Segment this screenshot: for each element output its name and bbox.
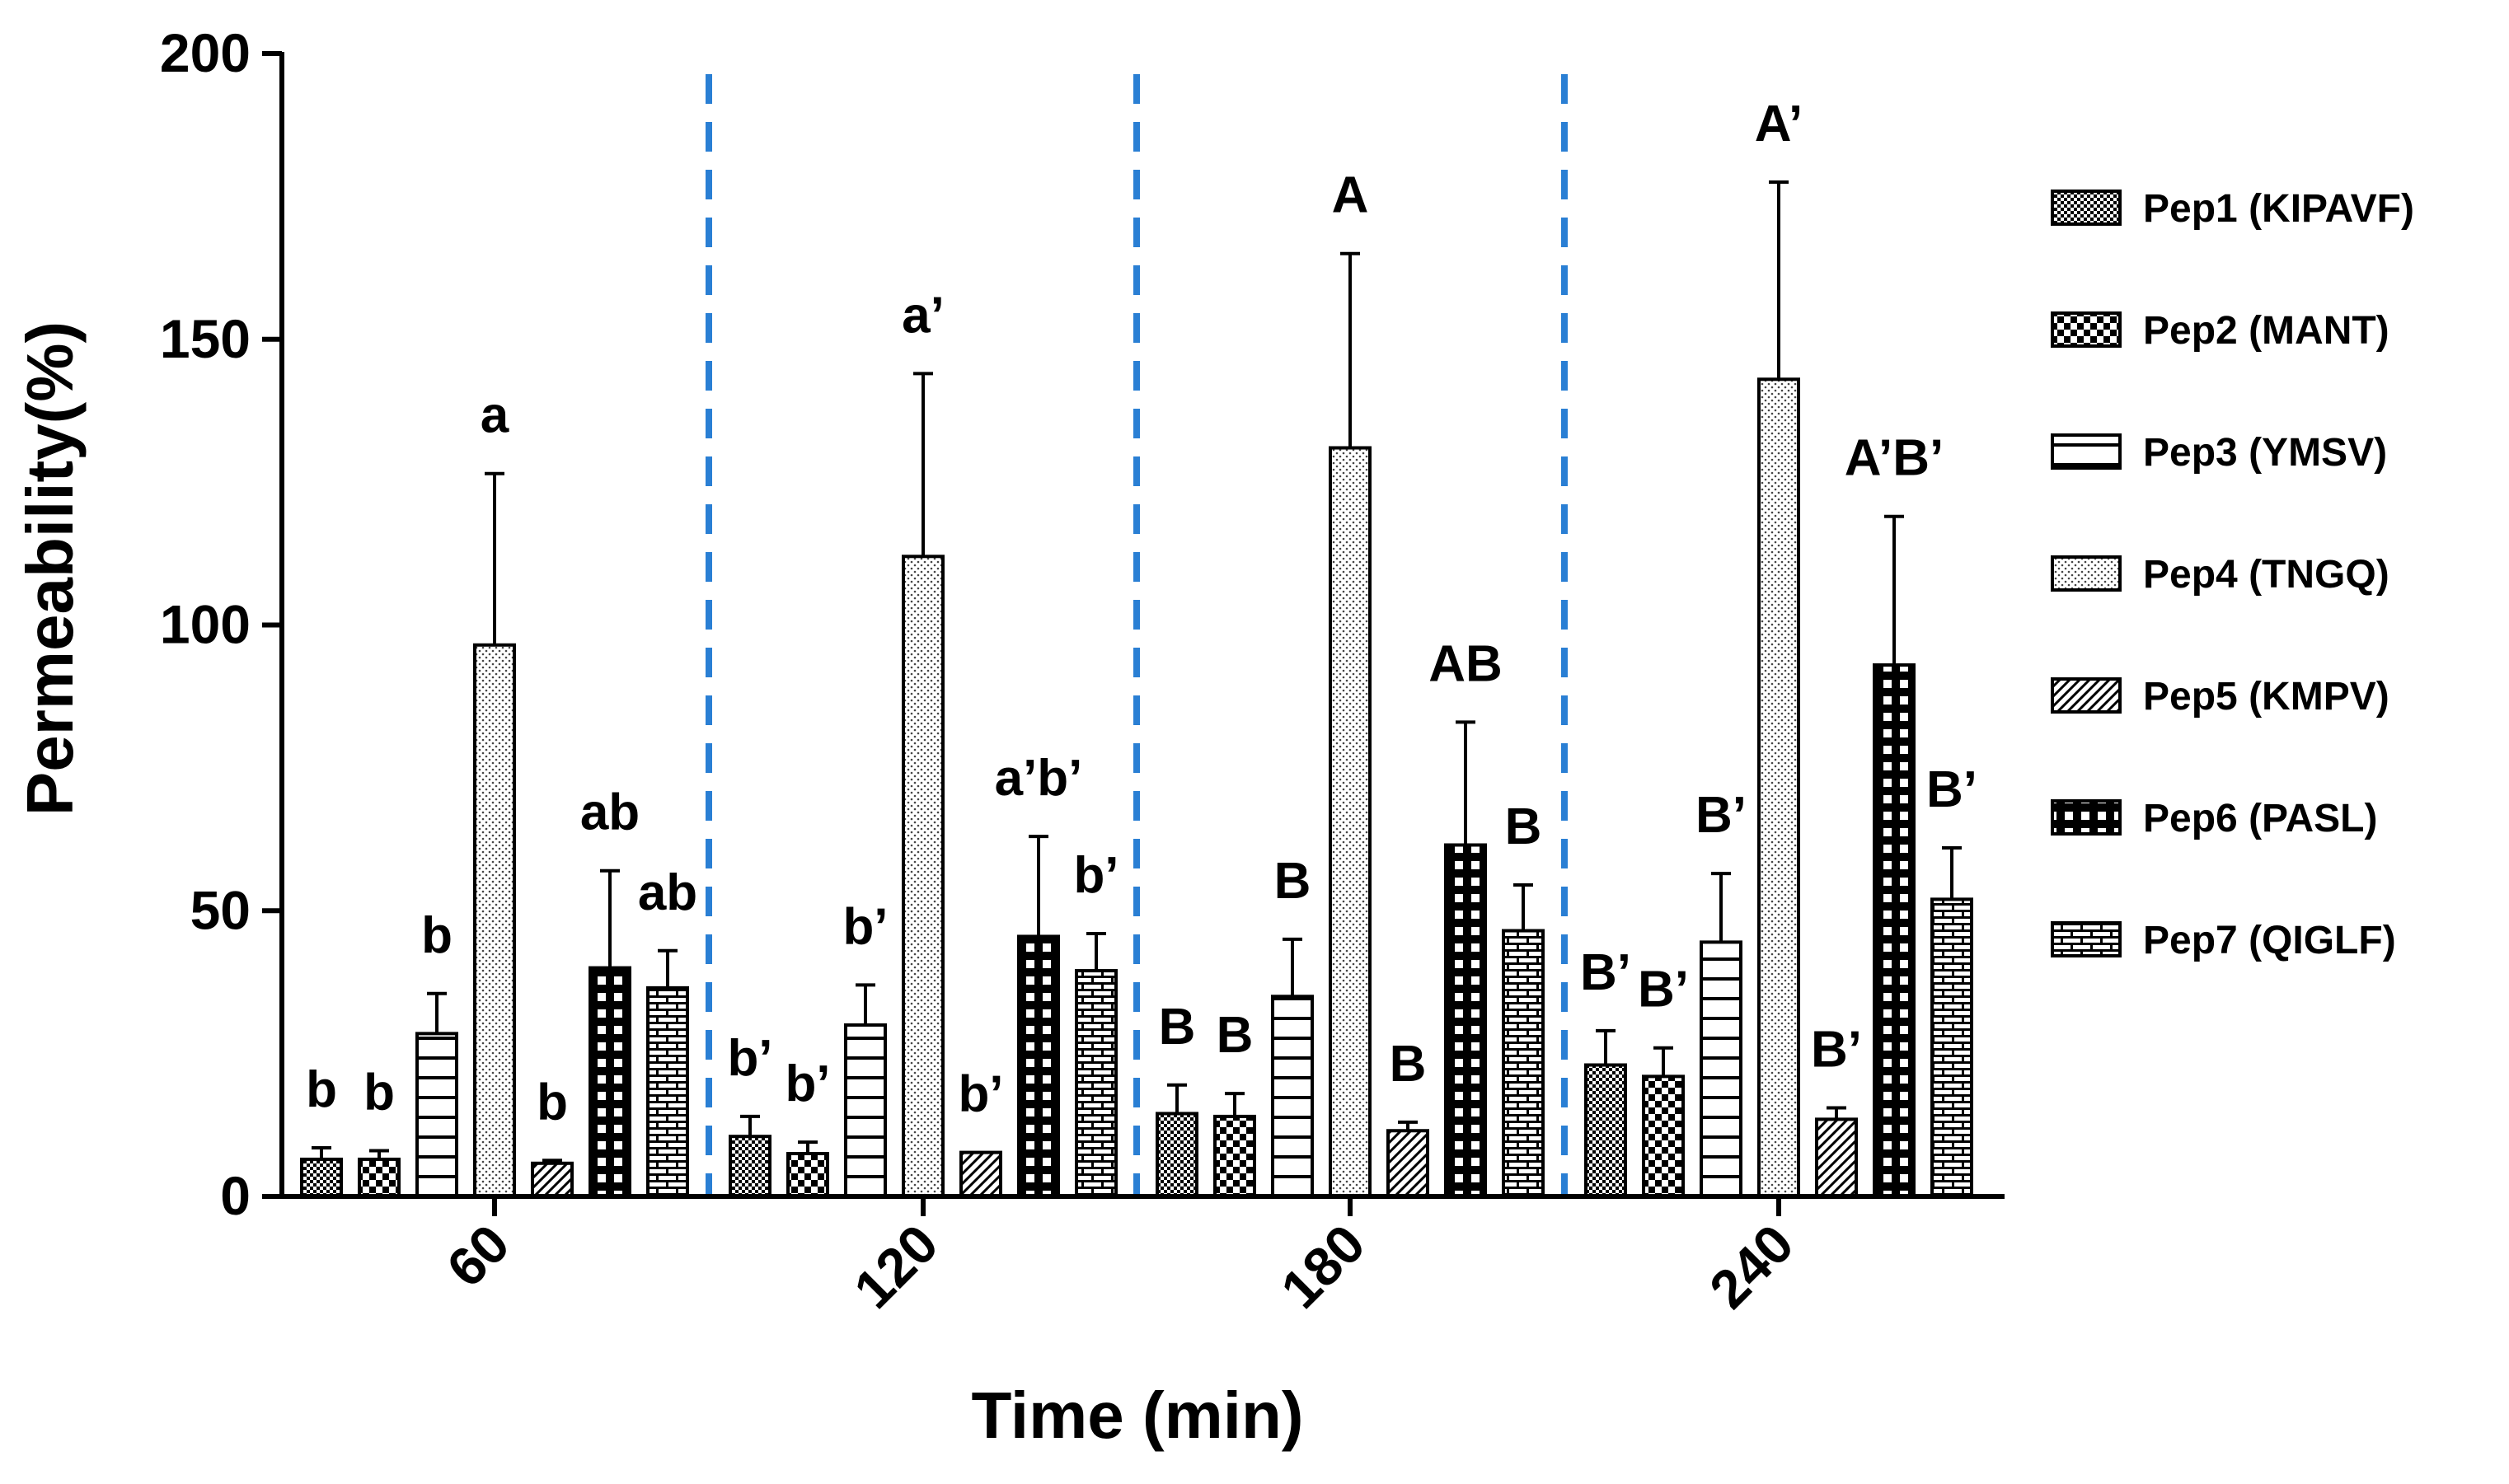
bar: [1075, 969, 1118, 1198]
significance-label: B: [1159, 999, 1196, 1056]
significance-label: ab: [580, 784, 640, 841]
significance-label: a’: [902, 287, 945, 344]
bar: [1156, 1112, 1198, 1199]
bar: [1930, 897, 1973, 1198]
significance-label: b’: [1073, 847, 1118, 904]
legend-label: Pep7 (QIGLF): [2143, 919, 2396, 962]
y-tick-label: 100: [160, 594, 251, 655]
x-tick-label: 180: [1269, 1213, 1376, 1320]
x-axis-title: Time (min): [971, 1379, 1303, 1452]
bar: [1700, 940, 1742, 1198]
significance-label: b’: [842, 898, 888, 955]
bar: [646, 985, 689, 1199]
significance-label: B: [1505, 798, 1542, 855]
legend-swatch: [2051, 190, 2122, 226]
significance-label: ab: [638, 864, 697, 921]
y-tick-label: 50: [190, 879, 251, 940]
bar: [1444, 843, 1487, 1199]
bar: [415, 1032, 458, 1199]
significance-label: B’: [1580, 944, 1631, 1001]
bar: [1017, 934, 1060, 1199]
significance-label: B: [1217, 1007, 1254, 1064]
significance-label: b: [363, 1065, 395, 1121]
bar: [1329, 446, 1372, 1198]
legend-swatch: [2051, 677, 2122, 714]
significance-label: AB: [1428, 635, 1503, 692]
significance-label: B: [1274, 853, 1311, 910]
legend-label: Pep1 (KIPAVF): [2143, 187, 2414, 231]
significance-label: B’: [1695, 787, 1747, 844]
significance-label: B: [1390, 1036, 1427, 1093]
bar: [1873, 663, 1916, 1198]
bar: [1502, 929, 1545, 1198]
significance-label: B’: [1926, 761, 1977, 818]
legend-label: Pep2 (MANT): [2143, 309, 2389, 353]
bar: [1642, 1074, 1685, 1198]
significance-label: A’: [1755, 96, 1803, 152]
significance-label: A: [1332, 167, 1369, 224]
legend-label: Pep5 (KMPV): [2143, 675, 2389, 719]
significance-label: b’: [727, 1030, 772, 1087]
legend-swatch: [2051, 799, 2122, 836]
significance-label: a: [481, 387, 509, 444]
y-tick-label: 0: [220, 1165, 251, 1226]
significance-label: b’: [958, 1066, 1003, 1123]
legend-label: Pep3 (YMSV): [2143, 431, 2387, 475]
significance-label: A’B’: [1845, 430, 1944, 487]
y-axis-title: Permeability(%): [13, 321, 87, 816]
significance-label: b: [537, 1074, 568, 1131]
bar: [1386, 1129, 1429, 1199]
significance-label: B’: [1638, 962, 1689, 1018]
significance-label: b: [306, 1061, 337, 1118]
legend-swatch: [2051, 311, 2122, 348]
bar: [531, 1161, 574, 1198]
y-tick-label: 150: [160, 308, 251, 369]
bar: [473, 643, 516, 1198]
bar: [786, 1151, 829, 1199]
significance-label: a’b’: [995, 750, 1083, 807]
legend-swatch: [2051, 433, 2122, 470]
bar: [1213, 1114, 1256, 1199]
bar: [589, 966, 631, 1198]
bar: [1271, 995, 1314, 1199]
x-tick-label: 120: [842, 1213, 950, 1320]
x-tick-label: 60: [435, 1213, 521, 1299]
bar: [959, 1150, 1002, 1198]
significance-label: b’: [785, 1056, 830, 1112]
bar: [1815, 1117, 1858, 1198]
bar: [358, 1157, 401, 1198]
x-tick-label: 240: [1698, 1213, 1805, 1320]
plot-area: b b’ B B’ b b’ B B’ b b’ B B’ a a’ A A’ b b’ B B’ ab a’b’ AB A’…: [300, 74, 1977, 1199]
legend-label: Pep4 (TNGQ): [2143, 553, 2389, 597]
bar: [902, 555, 945, 1198]
legend-swatch: [2051, 555, 2122, 592]
bar: [844, 1023, 887, 1198]
bar: [1584, 1063, 1627, 1198]
legend: Pep1 (KIPAVF) Pep2 (MANT) Pep3 (YMSV) Pep4 …: [2051, 187, 2414, 962]
legend-swatch: [2051, 921, 2122, 957]
bar: [729, 1135, 771, 1198]
significance-label: B’: [1811, 1022, 1862, 1079]
legend-label: Pep6 (PASL): [2143, 797, 2377, 840]
bar: [1757, 377, 1800, 1199]
bar: [300, 1157, 343, 1198]
significance-label: b: [421, 907, 453, 964]
y-tick-label: 200: [160, 22, 251, 83]
